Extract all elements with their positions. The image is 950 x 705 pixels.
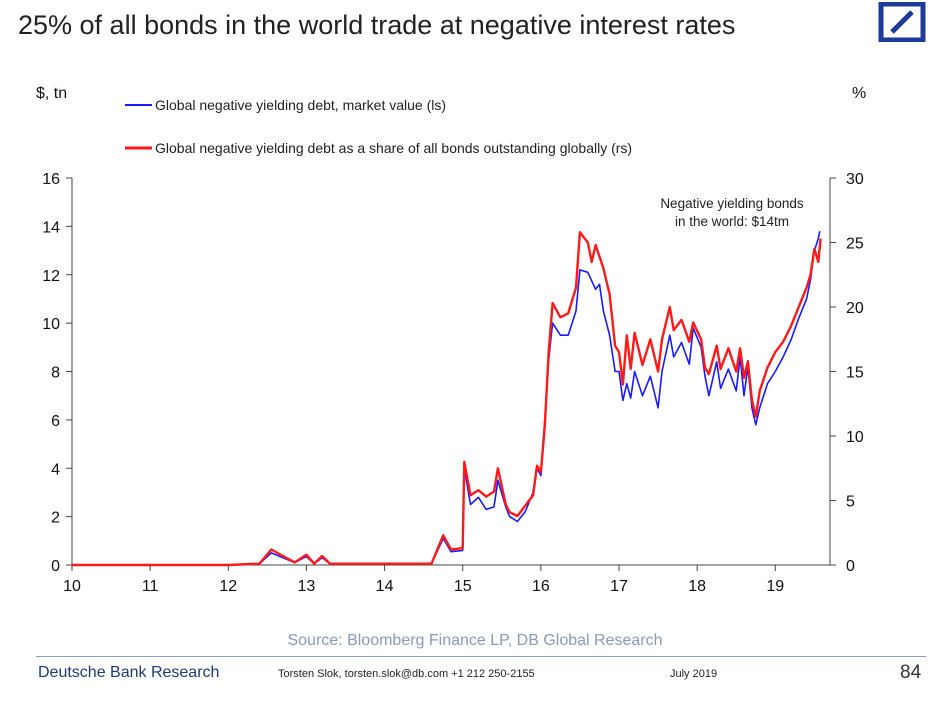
x-tick-label: 12 — [219, 578, 237, 595]
legend-label: Global negative yielding debt, market va… — [155, 97, 446, 113]
x-tick-label: 18 — [688, 578, 706, 595]
chart: Global negative yielding debt, market va… — [36, 85, 866, 595]
deutsche-bank-logo-icon — [878, 2, 926, 42]
x-tick-label: 16 — [532, 578, 550, 595]
x-tick-label: 17 — [610, 578, 628, 595]
y-right-tick-label: 5 — [846, 494, 855, 511]
y-left-tick-label: 4 — [51, 461, 60, 478]
y-left-tick-label: 0 — [51, 558, 60, 575]
page-number: 84 — [900, 662, 922, 683]
x-tick-label: 15 — [454, 578, 472, 595]
y-left-tick-label: 8 — [51, 365, 60, 382]
x-tick-label: 10 — [63, 578, 81, 595]
footer-date: July 2019 — [670, 668, 718, 680]
annotation-text: Negative yielding bonds — [660, 196, 804, 211]
series-group — [72, 231, 822, 567]
chart-source: Source: Bloomberg Finance LP, DB Global … — [287, 632, 663, 649]
y-left-tick-label: 14 — [42, 219, 60, 236]
footer-divider — [36, 656, 926, 657]
legend-label: Global negative yielding debt as a share… — [155, 140, 632, 156]
y-left-tick-label: 2 — [51, 510, 60, 527]
x-tick-label: 19 — [766, 578, 784, 595]
footer-author: Torsten Slok, torsten.slok@db.com +1 212… — [278, 668, 535, 680]
y-right-tick-label: 25 — [846, 236, 864, 253]
y-right-axis-label: % — [852, 85, 866, 102]
y-left-tick-label: 10 — [42, 316, 60, 333]
x-tick-label: 13 — [298, 578, 316, 595]
y-right-tick-label: 20 — [846, 300, 864, 317]
annotation: Negative yielding bonds in the world: $14… — [660, 196, 804, 229]
y-right-tick-label: 10 — [846, 429, 864, 446]
annotation-text: in the world: $14tm — [675, 214, 789, 229]
y-left-tick-label: 12 — [42, 268, 60, 285]
y-right-tick-label: 30 — [846, 171, 864, 188]
page-title: 25% of all bonds in the world trade at n… — [18, 10, 736, 40]
y-left-tick-label: 6 — [51, 413, 60, 430]
series-line — [72, 231, 821, 566]
y-left-tick-label: 16 — [42, 171, 60, 188]
y-right-tick-label: 15 — [846, 365, 864, 382]
y-left-axis-label: $, tn — [36, 85, 67, 102]
x-tick-label: 11 — [142, 578, 159, 595]
y-right-tick-label: 0 — [846, 558, 855, 575]
axes: 0 2 4 6 8 10 12 14 16 0 5 10 15 20 25 30 10 11 12 13 14 15 16 1… — [36, 85, 866, 595]
footer-brand: Deutsche Bank Research — [38, 664, 220, 681]
legend: Global negative yielding debt, market va… — [125, 97, 632, 156]
x-tick-label: 14 — [376, 578, 394, 595]
series-line — [72, 231, 822, 567]
